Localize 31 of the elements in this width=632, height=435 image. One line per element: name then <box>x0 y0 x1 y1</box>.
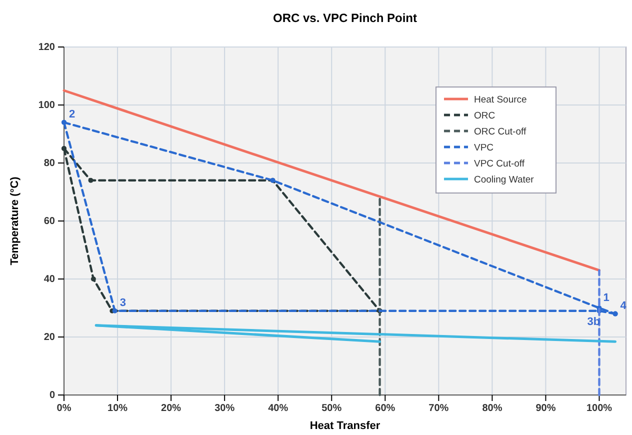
legend-label: Cooling Water <box>474 174 534 186</box>
legend-label: ORC <box>474 110 496 122</box>
x-tick-label: 80% <box>482 403 502 414</box>
y-tick-label: 120 <box>38 42 56 54</box>
legend-label: Heat Source <box>474 94 527 106</box>
y-tick-label: 80 <box>44 158 56 170</box>
annotation: 3 <box>120 296 126 309</box>
x-axis-title: Heat Transfer <box>310 420 381 432</box>
y-axis-title: Temperature (°C) <box>9 176 21 266</box>
annotation: 1 <box>603 292 610 304</box>
chart-title: ORC vs. VPC Pinch Point <box>272 11 418 25</box>
legend-label: ORC Cut-off <box>474 126 526 138</box>
y-tick-label: 0 <box>49 390 56 402</box>
x-tick-label: 60% <box>375 403 396 414</box>
x-tick-label: 30% <box>214 403 235 414</box>
annotation: 2 <box>69 108 76 120</box>
x-tick-label: 100% <box>586 403 612 414</box>
legend-label: VPC <box>474 142 494 154</box>
x-tick-label: 70% <box>428 403 449 414</box>
annotation: 4 <box>620 300 628 312</box>
y-tick-label: 20 <box>44 332 56 344</box>
x-tick-label: 10% <box>108 403 128 414</box>
x-tick-label: 20% <box>161 403 182 414</box>
x-tick-label: 90% <box>536 403 556 414</box>
x-tick-label: 50% <box>322 403 342 414</box>
y-tick-label: 100 <box>38 100 56 112</box>
y-tick-label: 60 <box>44 216 56 228</box>
legend-label: VPC Cut-off <box>474 158 525 170</box>
x-tick-label: 40% <box>268 403 288 414</box>
x-tick-label: 0% <box>56 403 72 414</box>
y-tick-label: 40 <box>44 274 56 286</box>
